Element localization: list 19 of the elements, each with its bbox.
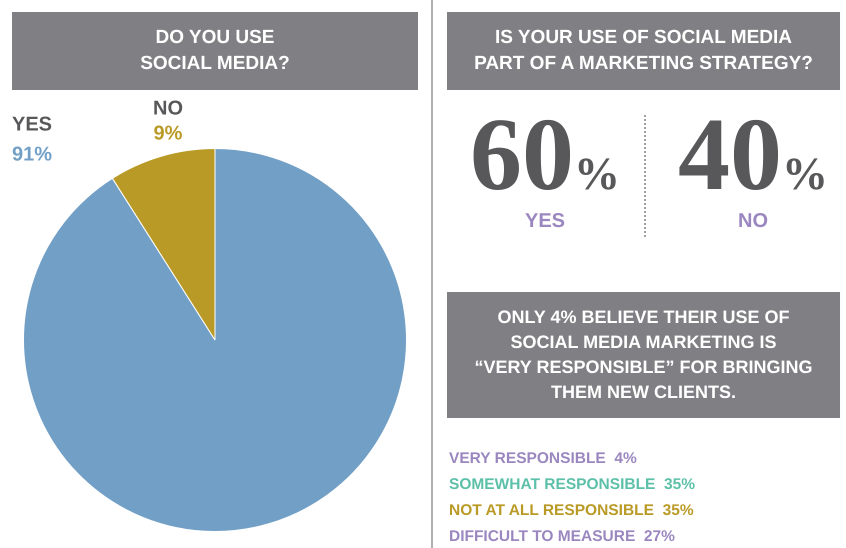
text: ONLY 4% BELIEVE THEIR USE OF SOCIAL MEDIA MARKETING IS “VERY RESPONSIBLE” FOR BRINGING THEM NEW CLIENTS. xyxy=(447,292,840,418)
category-label: YES xyxy=(524,210,566,233)
category-label: NOT AT ALL RESPONSIBLE xyxy=(449,502,654,519)
data-label: 91% xyxy=(12,144,52,166)
data-label: 4% xyxy=(614,450,637,467)
category-label: SOMEWHAT RESPONSIBLE xyxy=(449,476,656,493)
data-label: 27% xyxy=(644,528,675,545)
slice-label: YES xyxy=(12,114,52,136)
data-label: 35% xyxy=(664,476,696,493)
category-label: DIFFICULT TO MEASURE xyxy=(449,528,636,545)
category-label: VERY RESPONSIBLE xyxy=(449,450,606,467)
text: IS YOUR USE OF SOCIAL MEDIA PART OF A MARKETING STRATEGY? xyxy=(447,12,840,90)
data-label: 9% xyxy=(154,122,183,145)
slice-label: NO xyxy=(153,98,183,120)
data-label: 35% xyxy=(662,502,694,519)
category-label: NO xyxy=(737,210,769,233)
chart-title: DO YOU USE SOCIAL MEDIA? xyxy=(12,12,418,90)
data-label: 40% xyxy=(678,97,828,212)
data-label: 60% xyxy=(470,97,620,212)
